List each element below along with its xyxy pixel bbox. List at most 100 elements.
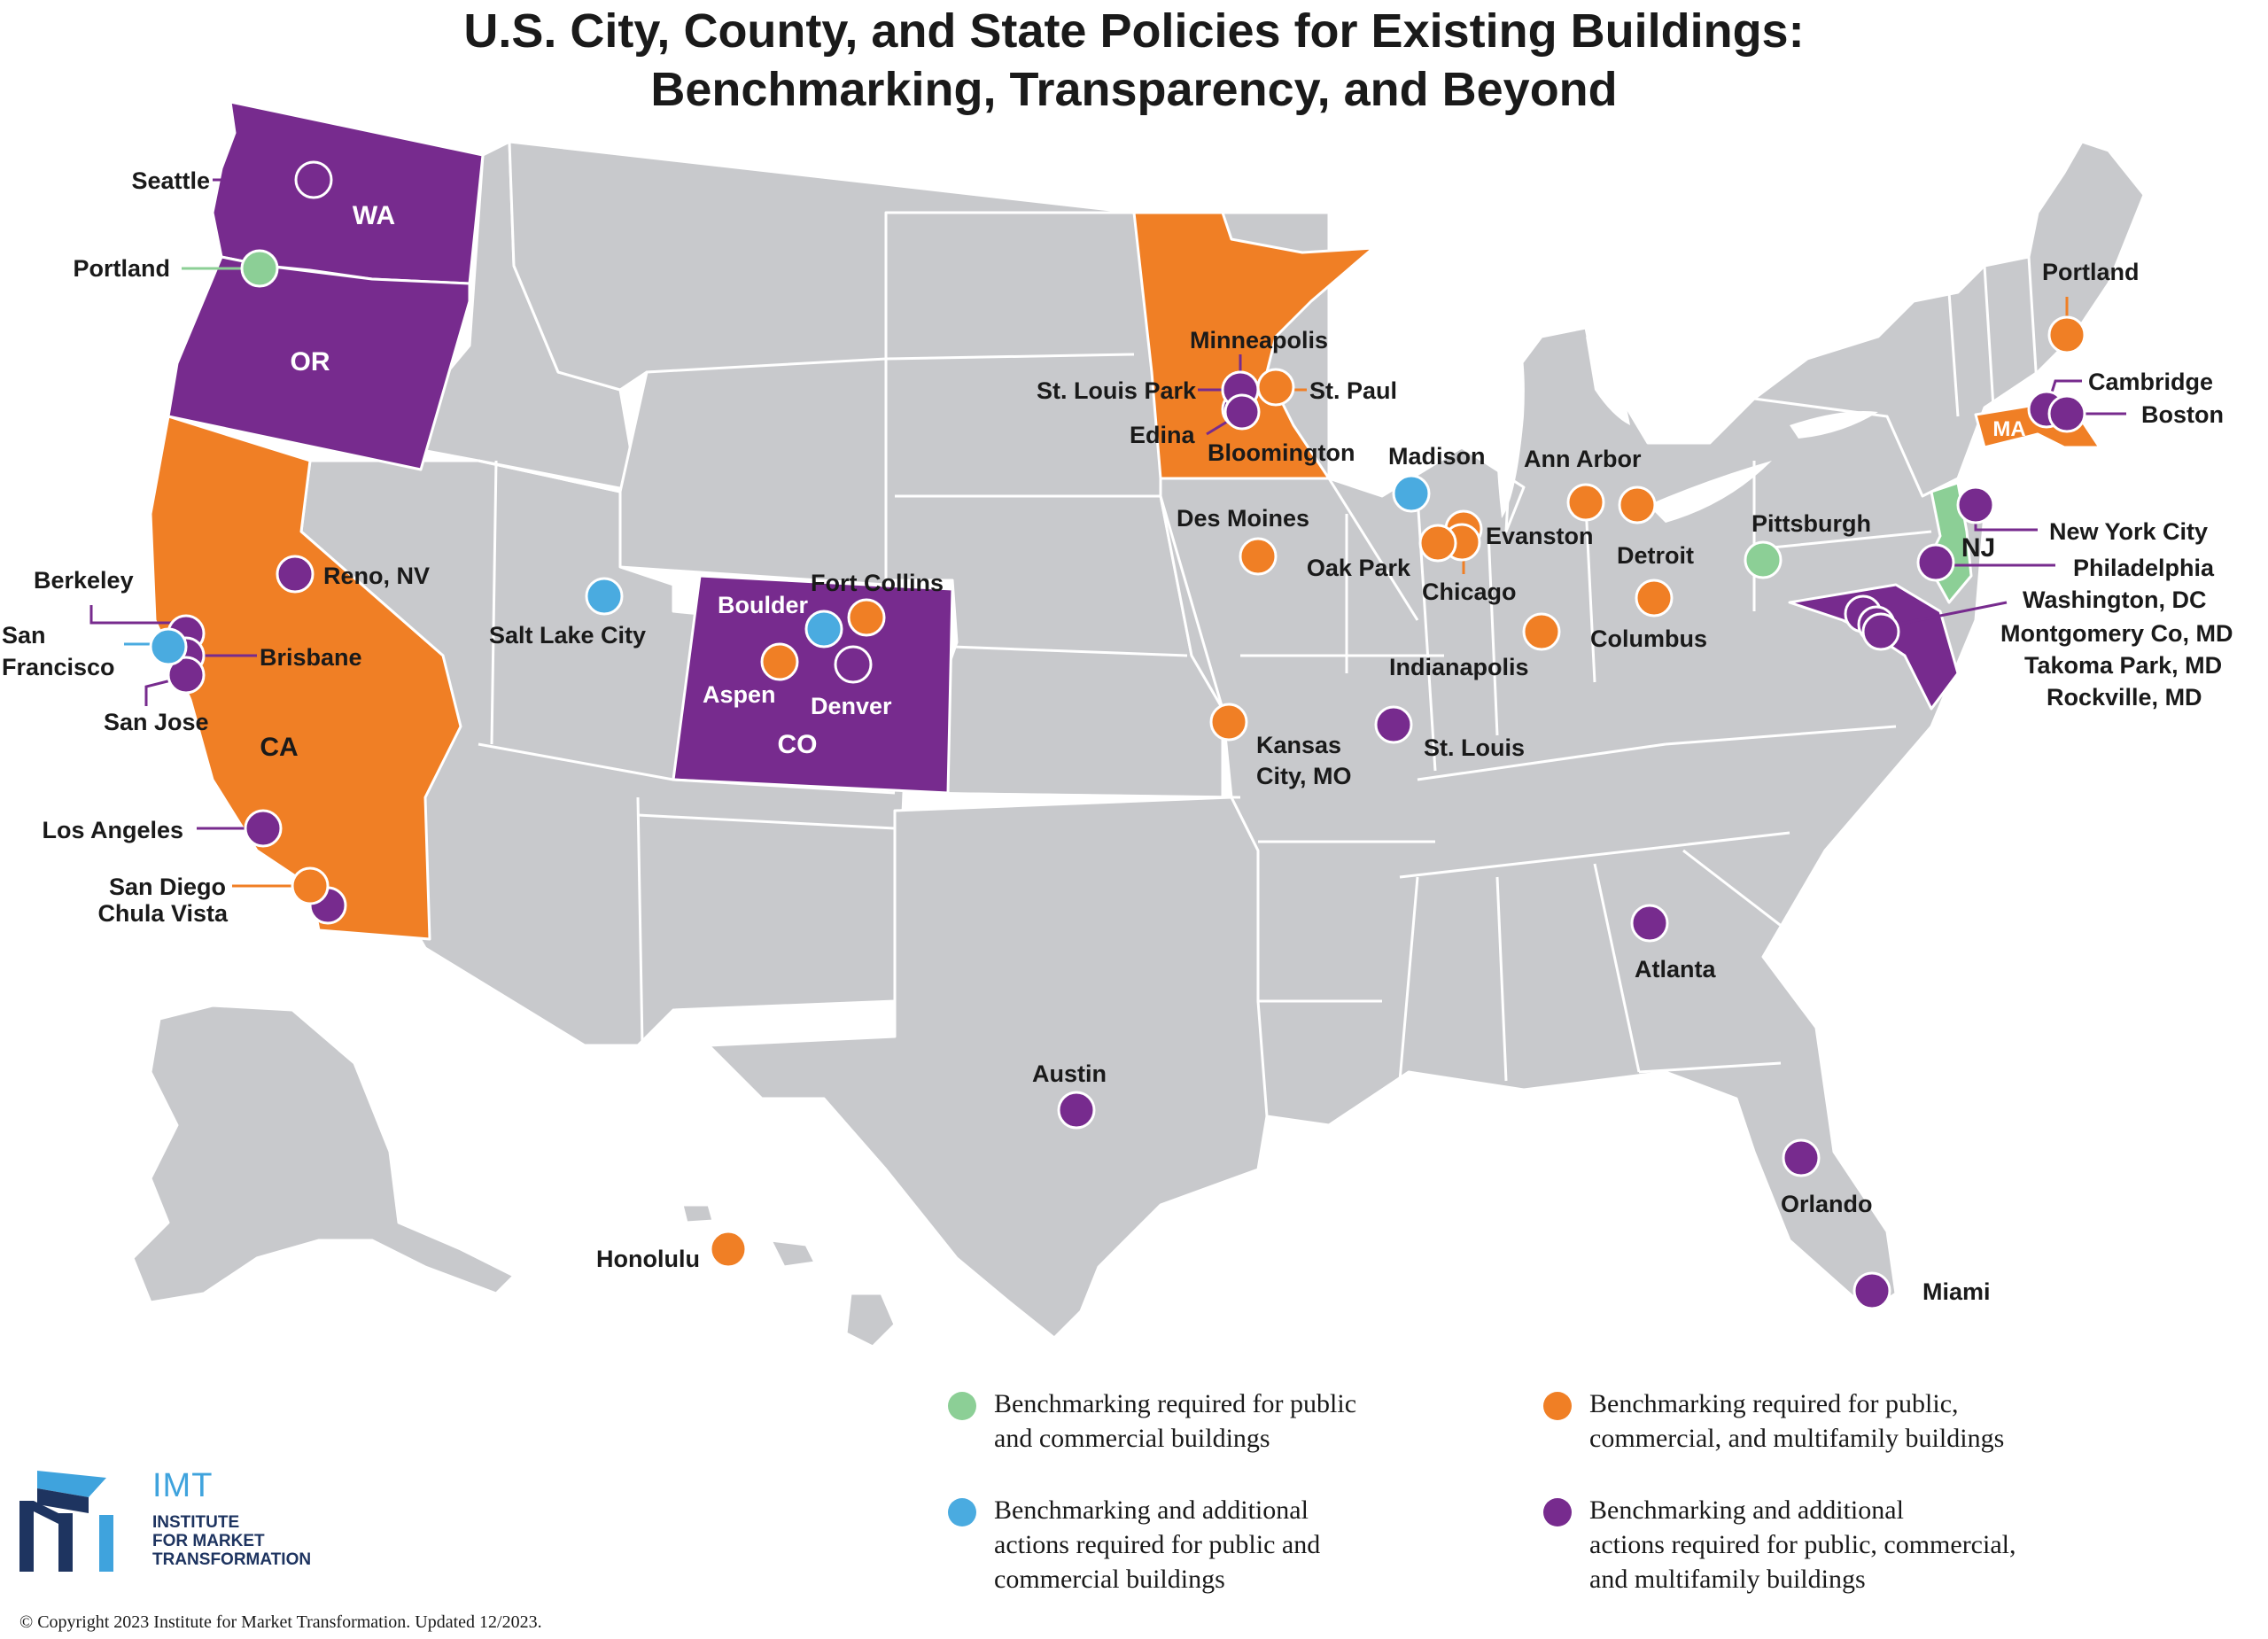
border-line [478, 459, 621, 493]
map-title-line-2: Benchmarking, Transparency, and Beyond [650, 63, 1618, 116]
lake-erie [1648, 461, 1772, 523]
marker-des-moines[interactable] [1239, 537, 1278, 576]
marker-miami[interactable] [1852, 1271, 1891, 1310]
label-des-moines: Des Moines [1177, 505, 1309, 532]
marker-san-diego[interactable] [291, 866, 330, 905]
border-line [478, 742, 674, 781]
label-aspen: Aspen [703, 681, 776, 708]
marker-bloomington[interactable] [1223, 393, 1261, 431]
marker-ann-arbor[interactable] [1566, 483, 1605, 522]
marker-reno[interactable] [276, 555, 315, 594]
legend-orange: Benchmarking required for public, commer… [1543, 1387, 2110, 1466]
label-portland-or: Portland [73, 255, 170, 282]
legend-purple: Benchmarking and additional actions requ… [1543, 1493, 2110, 1608]
border-line [1159, 495, 1224, 710]
marker-fort-collins[interactable] [847, 598, 886, 637]
marker-columbus[interactable] [1635, 579, 1674, 618]
label-fort-collins: Fort Collins [811, 570, 944, 596]
label-austin: Austin [1032, 1060, 1107, 1087]
label-edina: Edina [1130, 422, 1195, 448]
label-bloomington: Bloomington [1208, 439, 1355, 466]
legend-blue-text: Benchmarking and additional actions requ… [994, 1493, 1490, 1596]
state-label-co: CO [778, 730, 818, 759]
great-lakes [1382, 250, 1878, 523]
label-brisbane: Brisbane [260, 644, 362, 671]
marker-denver[interactable] [834, 645, 873, 684]
label-san-diego: San Diego [109, 874, 226, 900]
legend-blue: Benchmarking and additional actions requ… [948, 1493, 1497, 1608]
label-san-francisco-2: Francisco [2, 654, 115, 680]
label-orlando: Orlando [1781, 1191, 1873, 1217]
leader-washington-dc [1895, 601, 2008, 626]
label-takoma-park: Takoma Park, MD [2024, 652, 2222, 679]
border-line [672, 778, 896, 795]
label-cambridge: Cambridge [2088, 369, 2213, 395]
label-salt-lake-city: Salt Lake City [489, 622, 646, 649]
marker-portland-me[interactable] [2047, 315, 2086, 354]
label-reno: Reno, NV [323, 563, 430, 589]
logo-line-2: FOR MARKET [152, 1532, 265, 1550]
legend-orange-swatch [1543, 1392, 1572, 1420]
marker-aspen[interactable] [760, 642, 799, 681]
marker-austin[interactable] [1057, 1091, 1096, 1130]
marker-seattle[interactable] [294, 160, 333, 199]
marker-philadelphia[interactable] [1916, 543, 1955, 582]
marker-detroit[interactable] [1618, 485, 1657, 524]
marker-boston[interactable] [2047, 394, 2086, 433]
legend-blue-line-2: actions required for public and [994, 1530, 1321, 1559]
label-montgomery-co: Montgomery Co, MD [2000, 620, 2233, 647]
marker-new-york-city[interactable] [1956, 485, 1995, 524]
legend-orange-line-1: Benchmarking required for public, [1589, 1389, 1959, 1418]
marker-portland-or[interactable] [240, 249, 279, 288]
label-san-jose: San Jose [104, 709, 209, 735]
legend-purple-line-3: and multifamily buildings [1589, 1565, 1866, 1594]
logo-line-3: TRANSFORMATION [152, 1550, 312, 1569]
marker-oak-park[interactable] [1418, 524, 1457, 563]
legend-blue-swatch [948, 1498, 976, 1526]
logo-line-1: INSTITUTE [152, 1513, 240, 1532]
label-madison: Madison [1388, 443, 1486, 470]
imt-logo[interactable]: IMT INSTITUTE FOR MARKET TRANSFORMATION [18, 1462, 337, 1577]
marker-san-jose[interactable] [167, 656, 206, 695]
state-new-england-ny-pa [1752, 140, 2146, 498]
state-label-nj: NJ [1961, 533, 1995, 563]
label-los-angeles: Los Angeles [42, 817, 183, 843]
marker-kansas-city[interactable] [1209, 703, 1248, 742]
state-alaska [131, 1004, 516, 1304]
marker-st-paul[interactable] [1256, 368, 1295, 407]
marker-st-louis[interactable] [1374, 705, 1413, 744]
label-atlanta: Atlanta [1635, 956, 1716, 983]
marker-salt-lake-city[interactable] [585, 577, 624, 616]
marker-madison[interactable] [1392, 474, 1431, 513]
border-line [1584, 504, 1596, 683]
map-title-line-1: U.S. City, County, and State Policies fo… [463, 4, 1805, 58]
label-minneapolis: Minneapolis [1190, 327, 1328, 353]
legend-blue-line-1: Benchmarking and additional [994, 1495, 1309, 1525]
marker-rockville[interactable] [1861, 612, 1900, 651]
marker-los-angeles[interactable] [244, 809, 283, 848]
state-label-ma: MA [1992, 417, 2025, 441]
label-columbus: Columbus [1590, 625, 1707, 652]
label-washington-dc: Washington, DC [2023, 586, 2206, 613]
marker-pittsburgh[interactable] [1744, 540, 1783, 579]
label-ann-arbor: Ann Arbor [1524, 446, 1642, 472]
marker-atlanta[interactable] [1630, 904, 1669, 943]
legend-orange-line-2: commercial, and multifamily buildings [1589, 1424, 2005, 1453]
marker-indianapolis[interactable] [1522, 612, 1561, 651]
label-indianapolis: Indianapolis [1389, 654, 1529, 680]
border-line [1983, 265, 1995, 408]
legend-green-swatch [948, 1392, 976, 1420]
legend-purple-swatch [1543, 1498, 1572, 1526]
marker-boulder[interactable] [804, 610, 843, 649]
marker-orlando[interactable] [1782, 1138, 1821, 1177]
label-chula-vista: Chula Vista [97, 900, 229, 927]
marker-honolulu[interactable] [709, 1230, 748, 1269]
legend-green-line-2: and commercial buildings [994, 1424, 1270, 1453]
label-portland-me: Portland [2042, 259, 2140, 285]
state-oregon [167, 255, 471, 471]
label-detroit: Detroit [1617, 542, 1694, 569]
border-line [1682, 849, 1799, 941]
label-seattle: Seattle [131, 167, 210, 194]
marker-san-francisco[interactable] [149, 627, 188, 666]
label-san-francisco-1: San [2, 622, 46, 649]
